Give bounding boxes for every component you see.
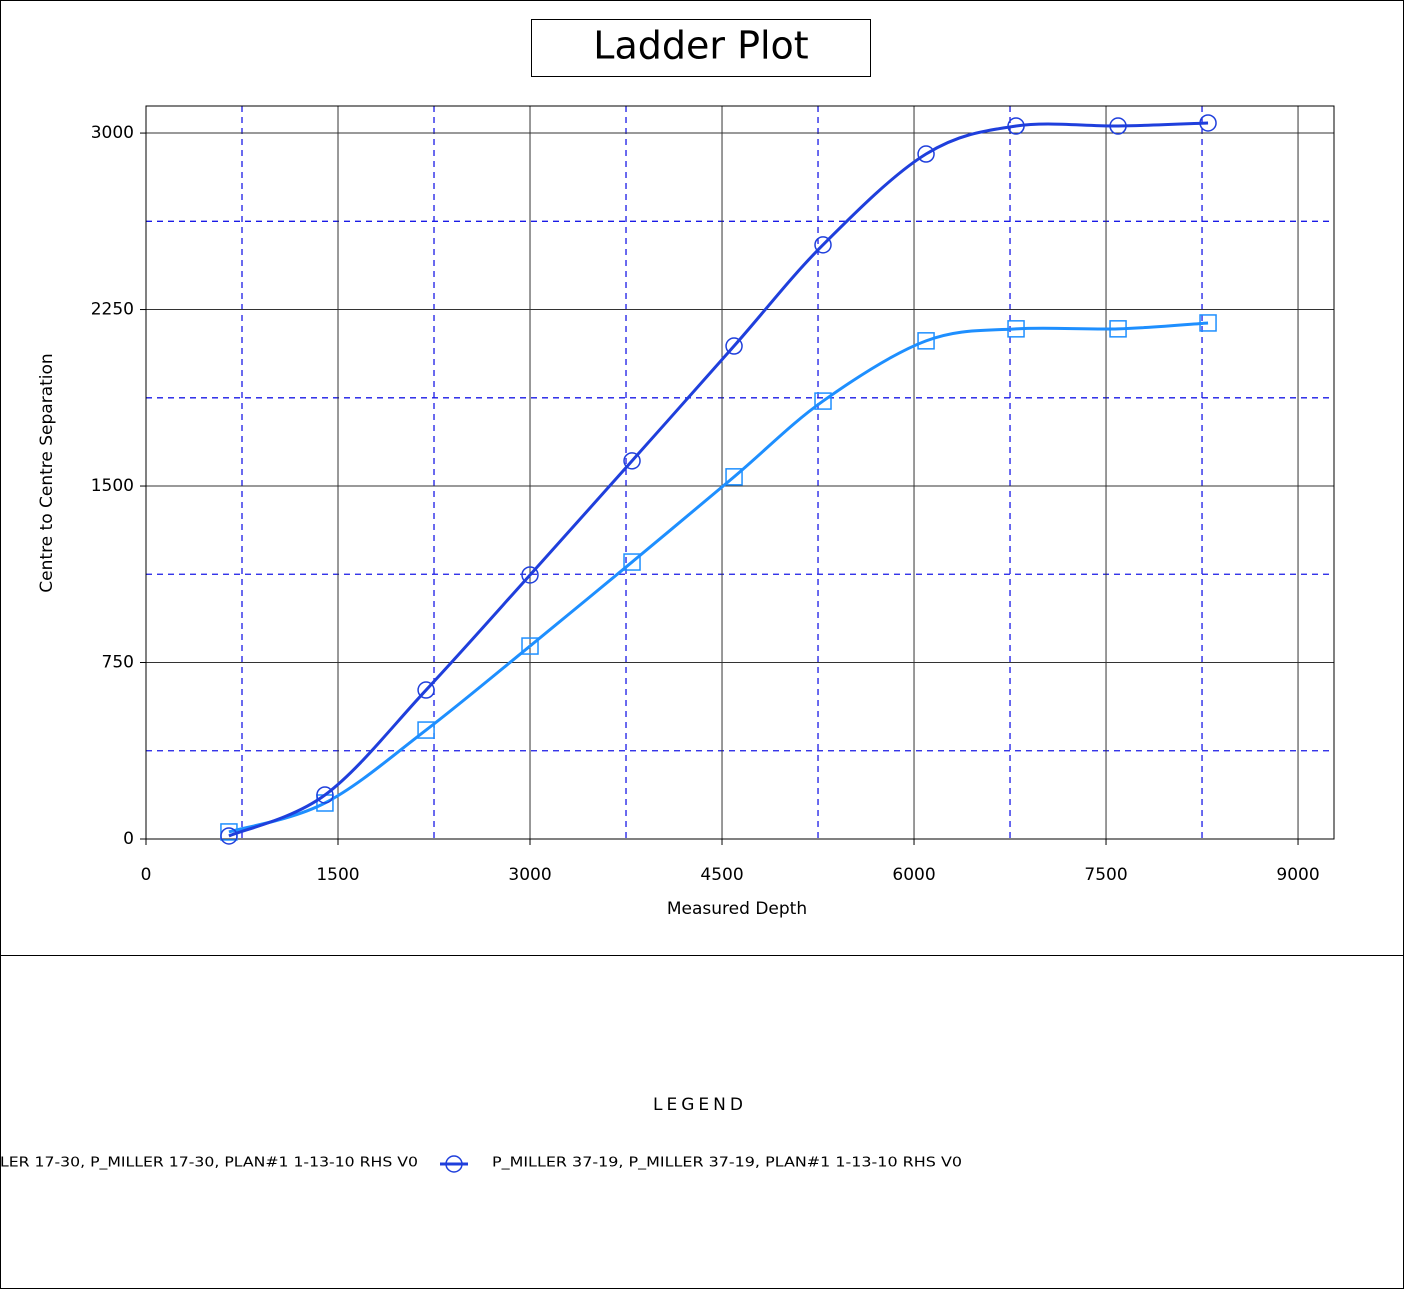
x-tick-label: 4500 — [700, 865, 743, 885]
plot-border — [145, 105, 1335, 840]
data-point — [220, 827, 238, 845]
data-point — [725, 337, 743, 355]
data-point — [316, 786, 334, 804]
data-point — [917, 332, 935, 350]
data-point — [1007, 320, 1025, 338]
data-point — [725, 468, 743, 486]
y-axis-label: Centre to Centre Separation — [37, 353, 57, 592]
legend-title: LEGEND — [653, 1095, 747, 1115]
legend-label: P_MILLER 37-19, P_MILLER 37-19, PLAN#1 1… — [492, 1156, 962, 1171]
y-tick-label: 0 — [123, 829, 134, 849]
x-tick-label: 7500 — [1084, 865, 1127, 885]
data-point — [417, 681, 435, 699]
y-tick-label: 1500 — [91, 476, 134, 496]
chart-title: Ladder Plot — [593, 24, 808, 68]
x-tick-label: 9000 — [1276, 865, 1319, 885]
data-point — [917, 145, 935, 163]
data-point — [1109, 117, 1127, 135]
data-point — [1007, 117, 1025, 135]
data-point — [1199, 314, 1217, 332]
x-tick-label: 6000 — [892, 865, 935, 885]
data-point — [521, 637, 539, 655]
x-tick-label: 0 — [141, 865, 152, 885]
legend-label: LER 17-30, P_MILLER 17-30, PLAN#1 1-13-1… — [0, 1156, 418, 1171]
y-tick-label: 3000 — [91, 123, 134, 143]
data-point — [417, 721, 435, 739]
series-line — [228, 121, 1209, 838]
x-tick-label: 1500 — [316, 865, 359, 885]
data-point — [1109, 320, 1127, 338]
x-axis-label: Measured Depth — [667, 899, 807, 919]
data-point — [623, 553, 641, 571]
data-point — [814, 392, 832, 410]
title-box — [531, 19, 871, 77]
data-point — [1199, 114, 1217, 132]
data-point — [814, 236, 832, 254]
y-tick-label: 750 — [102, 653, 134, 673]
series-line — [228, 321, 1209, 834]
x-tick-label: 3000 — [508, 865, 551, 885]
y-tick-label: 2250 — [91, 300, 134, 320]
data-point — [623, 452, 641, 470]
legend-marker — [445, 1155, 463, 1173]
data-point — [521, 566, 539, 584]
